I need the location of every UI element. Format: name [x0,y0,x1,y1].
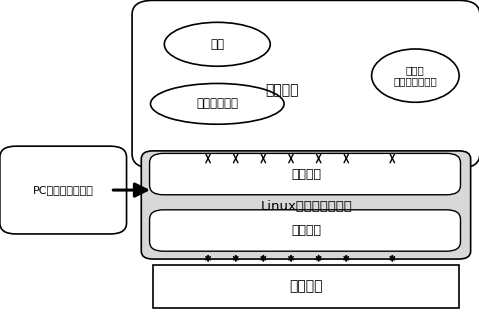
Text: 通信: 通信 [210,38,224,51]
Text: 系统调用: 系统调用 [291,168,321,180]
FancyBboxPatch shape [149,153,460,195]
Text: Linux嵌入式操作系统: Linux嵌入式操作系统 [260,200,352,213]
Text: 人机交互界面: 人机交互界面 [196,97,238,110]
Text: 机器人
示教及运动规划: 机器人 示教及运动规划 [393,65,437,86]
Text: 用户程序: 用户程序 [265,83,298,97]
FancyBboxPatch shape [141,151,471,259]
FancyBboxPatch shape [149,210,460,251]
Ellipse shape [372,49,459,102]
FancyBboxPatch shape [0,146,126,234]
Text: PC机定制编译内核: PC机定制编译内核 [33,185,93,195]
Ellipse shape [150,84,284,124]
Text: 底层硬件: 底层硬件 [289,279,323,293]
Ellipse shape [164,22,270,66]
FancyBboxPatch shape [132,0,479,168]
Text: 驱动程序: 驱动程序 [291,224,321,237]
Bar [153,265,459,308]
